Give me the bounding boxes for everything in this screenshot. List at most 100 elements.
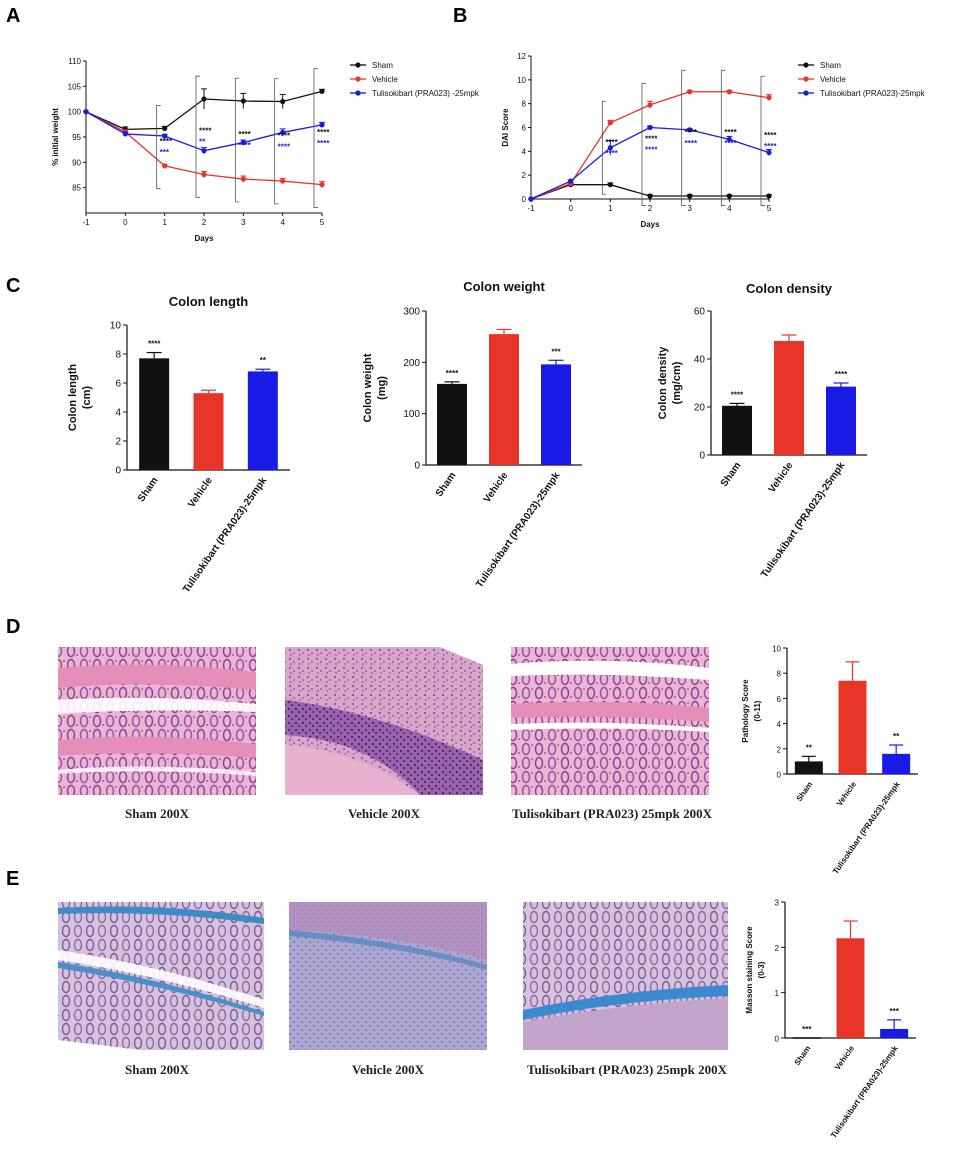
y-tick-label: 100 (403, 409, 420, 420)
x-tick-label: 4 (727, 204, 732, 213)
legend-marker-3 (803, 90, 809, 96)
data-point (201, 96, 207, 102)
significance-bracket (195, 75, 200, 198)
y-tick-label: 0 (115, 466, 121, 477)
significance-stars: **** (148, 340, 161, 349)
y-axis-label-line-2: (0-11) (753, 700, 762, 721)
significance-stars-treatment: **** (764, 142, 777, 151)
y-tick-label: 8 (522, 100, 527, 109)
category-label-1: Sham (795, 780, 815, 803)
significance-stars-treatment: ** (199, 138, 206, 147)
caption-d-sham: Sham 200X (125, 806, 190, 821)
x-tick-label: 3 (241, 218, 246, 227)
significance-stars-treatment: **** (645, 145, 658, 154)
significance-bracket (641, 83, 646, 206)
significance-bracket (601, 100, 607, 195)
caption-d-vehicle: Vehicle 200X (348, 806, 421, 821)
y-tick-label: 4 (115, 408, 121, 419)
y-axis-label-line-2: (cm) (81, 386, 93, 410)
x-tick-label: 2 (202, 218, 207, 227)
data-point (766, 95, 772, 101)
caption-e-vehicle: Vehicle 200X (352, 1062, 425, 1077)
data-point (201, 171, 207, 178)
histology-treatment-masson-image (523, 902, 728, 1050)
data-point (528, 196, 534, 202)
panel-label-e: E (6, 868, 19, 890)
bar-3 (880, 1028, 909, 1038)
category-label-2: Vehicle (833, 1044, 857, 1072)
data-point (726, 89, 732, 95)
significance-stars-treatment: **** (685, 139, 698, 148)
significance-stars-treatment: *** (160, 148, 170, 157)
significance-stars: *** (802, 1025, 812, 1034)
data-point (647, 102, 653, 108)
significance-bracket (313, 68, 318, 208)
data-point (319, 182, 325, 188)
x-tick-label: -1 (82, 218, 90, 227)
category-label-2: Vehicle (835, 780, 859, 808)
y-tick-label: 6 (115, 379, 121, 390)
panel-label-c: C (6, 275, 20, 297)
bar-3 (882, 753, 911, 774)
data-point (280, 129, 286, 136)
pathology-score-bar-chart: 0 2 4 6 8 10 Pathology Score (0-11) ** Sham Vehicl… (741, 645, 918, 876)
weight-line-chart: 85 90 95 100 105 110 -1 0 1 2 3 4 5 Days % initial wei… (51, 57, 480, 243)
y-tick-label: 40 (694, 355, 706, 366)
legend-label-3: Tulisokibart (PRA023) -25mpk (372, 89, 480, 98)
category-label-3: Tulisokibart (PRA023)-25mpk (759, 460, 848, 580)
legend-marker-2 (803, 76, 809, 82)
significance-bracket (720, 69, 726, 206)
significance-bracket (234, 77, 240, 203)
significance-stars-treatment: **** (278, 142, 291, 151)
y-tick-label: 110 (68, 57, 81, 66)
y-tick-label: 85 (72, 184, 81, 193)
y-tick-label: 10 (772, 645, 781, 654)
data-point (201, 148, 207, 154)
data-point (162, 133, 168, 139)
category-label-1: Sham (719, 460, 744, 489)
data-point (83, 109, 89, 115)
data-point (240, 139, 246, 146)
data-point (162, 125, 168, 131)
data-point (122, 131, 128, 137)
significance-stars-sham: **** (238, 130, 251, 139)
y-axis-label-line-1: Colon weight (362, 353, 374, 422)
category-label-2: Vehicle (767, 460, 796, 495)
significance-stars-treatment: **** (317, 139, 330, 148)
significance-stars: ** (893, 732, 900, 741)
y-axis-label: % initial weight (51, 108, 60, 166)
chart-title: Colon density (746, 281, 833, 296)
y-tick-label: 0 (414, 461, 420, 472)
y-tick-label: 20 (694, 403, 706, 414)
y-tick-label: 6 (777, 695, 782, 704)
significance-bracket (274, 78, 279, 205)
histology-sham-masson-image (58, 902, 264, 1050)
y-tick-label: 60 (694, 307, 706, 318)
data-point (647, 124, 653, 131)
significance-bracket (681, 69, 686, 206)
data-point (726, 136, 732, 143)
histology-sham-he-image (58, 647, 256, 795)
data-point (240, 176, 246, 182)
y-tick-label: 6 (522, 124, 527, 133)
y-tick-label: 10 (517, 76, 526, 85)
x-tick-label: -1 (527, 204, 535, 213)
y-axis-label-line-2: (mg/cm) (671, 361, 683, 404)
significance-stars-sham: **** (199, 127, 212, 136)
y-tick-label: 95 (72, 133, 81, 142)
significance-stars-sham: **** (685, 128, 698, 137)
data-point (607, 120, 613, 126)
significance-stars-treatment: **** (238, 141, 251, 150)
y-axis-label-line-1: Colon density (657, 346, 669, 420)
significance-stars-sham: **** (724, 128, 737, 137)
bar-3 (541, 364, 571, 465)
category-label-1: Sham (434, 470, 459, 499)
bar-1 (794, 761, 823, 774)
panel-label-a: A (6, 5, 20, 27)
significance-bracket (760, 75, 765, 206)
x-axis-label: Days (194, 234, 214, 243)
